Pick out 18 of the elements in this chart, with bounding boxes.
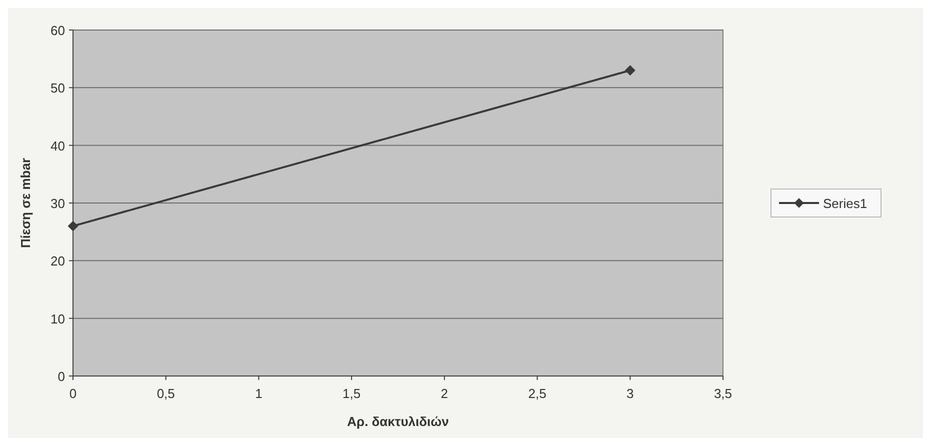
legend-label: Series1: [823, 196, 868, 211]
y-tick-label: 30: [50, 196, 65, 211]
x-tick-label: 0: [69, 386, 77, 401]
x-tick-label: 0,5: [156, 386, 175, 401]
x-axis-title: Αρ. δακτυλιδιών: [347, 414, 449, 429]
y-tick-label: 40: [50, 138, 65, 154]
y-tick-label: 60: [50, 23, 65, 38]
x-tick-label: 3: [626, 386, 634, 401]
y-tick-label: 10: [50, 311, 65, 326]
x-tick-label: 2,5: [528, 386, 546, 401]
x-tick-label: 3,5: [714, 386, 732, 401]
x-tick-label: 1,5: [342, 386, 361, 401]
x-tick-label: 1: [255, 386, 262, 401]
y-tick-label: 20: [50, 254, 65, 269]
y-axis-title: Πίεση σε mbar: [18, 158, 33, 248]
y-tick-label: 50: [50, 80, 65, 96]
y-tick-label: 0: [58, 369, 65, 384]
x-tick-label: 2: [440, 386, 448, 401]
